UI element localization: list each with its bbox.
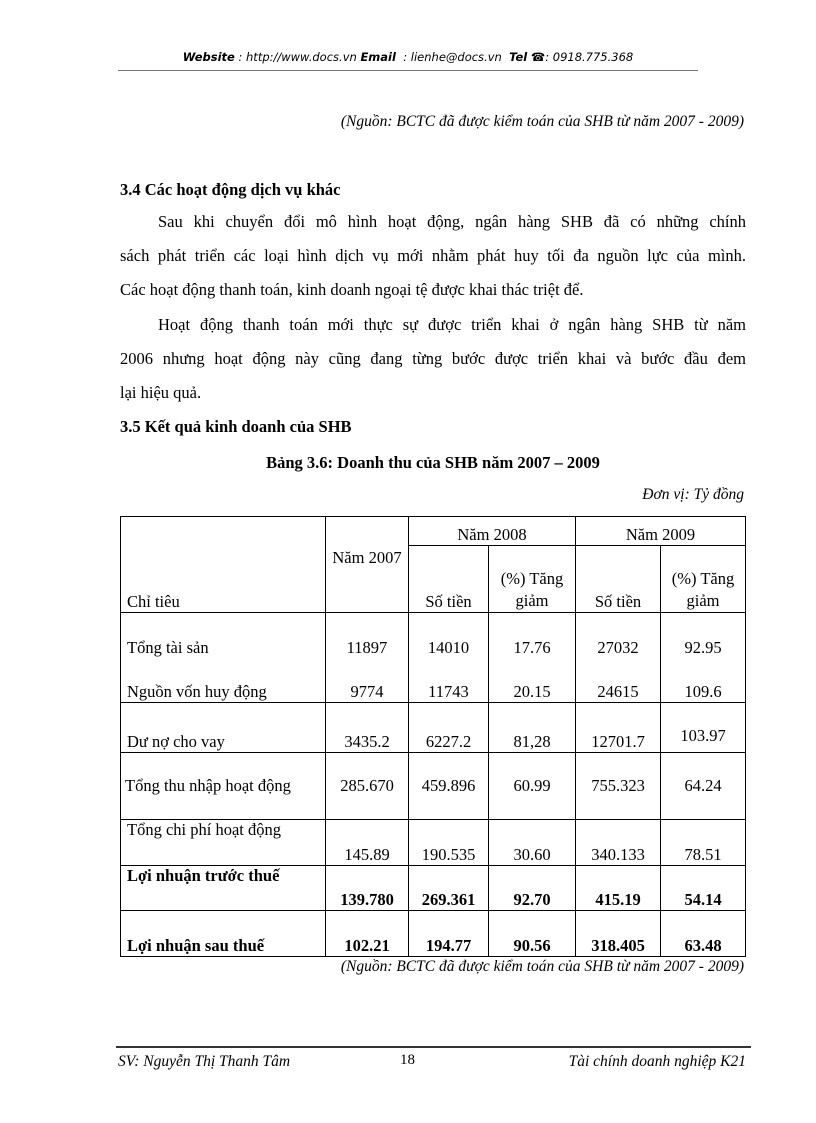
footer-rule: [116, 1046, 751, 1048]
header-pct: (%) Tăng giảm: [488, 545, 576, 613]
cell: 9774: [325, 657, 409, 703]
cell: 63.48: [660, 910, 746, 957]
cell: 20.15: [488, 657, 576, 703]
paragraph-line: sách phát triển các loại hình dịch vụ mớ…: [120, 246, 746, 265]
cell: 14010: [408, 612, 489, 658]
cell: 12701.7: [575, 702, 661, 753]
cell: 64.24: [660, 752, 746, 820]
cell: 92.95: [660, 612, 746, 658]
header-2008: Năm 2008: [408, 516, 576, 546]
section-heading: 3.5 Kết quả kinh doanh của SHB: [120, 417, 352, 436]
cell: 194.77: [408, 910, 489, 957]
paragraph-line: Các hoạt động thanh toán, kinh doanh ngo…: [120, 280, 584, 299]
tel-label: Tel: [509, 50, 528, 64]
table-title: Bảng 3.6: Doanh thu của SHB năm 2007 – 2…: [266, 453, 600, 472]
revenue-table: Chỉ tiêu Năm 2007 Năm 2008 Năm 2009 Số t…: [120, 516, 746, 957]
cell: 30.60: [488, 819, 576, 866]
cell: 11743: [408, 657, 489, 703]
row-label: Tổng thu nhập hoạt động: [120, 752, 326, 820]
cell: 6227.2: [408, 702, 489, 753]
cell: 318.405: [575, 910, 661, 957]
cell: 92.70: [488, 865, 576, 911]
cell: 109.6: [660, 657, 746, 703]
page-header: Website : http://www.docs.vn Email : lie…: [182, 50, 634, 64]
cell: 340.133: [575, 819, 661, 866]
row-label: Tổng tài sản: [120, 612, 326, 658]
cell: 3435.2: [325, 702, 409, 753]
source-note-top: (Nguồn: BCTC đã được kiểm toán của SHB t…: [340, 113, 744, 130]
paragraph-line: Hoạt động thanh toán mới thực sự được tr…: [158, 315, 746, 334]
row-label: Lợi nhuận sau thuế: [120, 910, 326, 957]
row-label: Nguồn vốn huy động: [120, 657, 326, 703]
cell: 285.670: [325, 752, 409, 820]
cell: 103.97: [660, 702, 746, 753]
header-2007: Năm 2007: [325, 516, 409, 613]
phone-icon: ☎: [530, 50, 546, 64]
email-label: Email: [360, 50, 396, 64]
tel-number: 0918.775.368: [552, 50, 634, 64]
website-link[interactable]: http://www.docs.vn: [246, 50, 357, 64]
cell: 81,28: [488, 702, 576, 753]
header-rule: [118, 70, 698, 71]
paragraph-line: 2006 nhưng hoạt động này cũng đang từng …: [120, 349, 746, 368]
unit-note: Đơn vị: Tỷ đồng: [642, 486, 744, 503]
cell: 190.535: [408, 819, 489, 866]
footer-student: SV: Nguyễn Thị Thanh Tâm: [118, 1053, 291, 1070]
cell: 11897: [325, 612, 409, 658]
cell: 102.21: [325, 910, 409, 957]
header-2009: Năm 2009: [575, 516, 746, 546]
cell: 27032: [575, 612, 661, 658]
header-amount: Số tiền: [575, 545, 661, 613]
section-heading: 3.4 Các hoạt động dịch vụ khác: [120, 180, 341, 199]
cell: 60.99: [488, 752, 576, 820]
cell: 17.76: [488, 612, 576, 658]
header-amount: Số tiền: [408, 545, 489, 613]
header-pct: (%) Tăng giảm: [660, 545, 746, 613]
header-indicator: Chỉ tiêu: [120, 516, 326, 613]
source-note-table: (Nguồn: BCTC đã được kiểm toán của SHB t…: [340, 958, 744, 975]
paragraph-line: lại hiệu quả.: [120, 383, 202, 402]
cell: 90.56: [488, 910, 576, 957]
paragraph-line: Sau khi chuyển đổi mô hình hoạt động, ng…: [158, 212, 746, 231]
row-label: Lợi nhuận trước thuế: [120, 865, 326, 911]
cell: 24615: [575, 657, 661, 703]
cell: 269.361: [408, 865, 489, 911]
cell: 755.323: [575, 752, 661, 820]
page-number: 18: [400, 1052, 415, 1068]
row-label: Dư nợ cho vay: [120, 702, 326, 753]
cell: 54.14: [660, 865, 746, 911]
cell: 145.89: [325, 819, 409, 866]
footer-program: Tài chính doanh nghiệp K21: [568, 1053, 746, 1070]
cell: 459.896: [408, 752, 489, 820]
row-label: Tổng chi phí hoạt động: [120, 819, 326, 866]
cell: 139.780: [325, 865, 409, 911]
email-link[interactable]: lienhe@docs.vn: [410, 50, 502, 64]
website-label: Website: [182, 50, 235, 64]
cell: 415.19: [575, 865, 661, 911]
cell: 78.51: [660, 819, 746, 866]
